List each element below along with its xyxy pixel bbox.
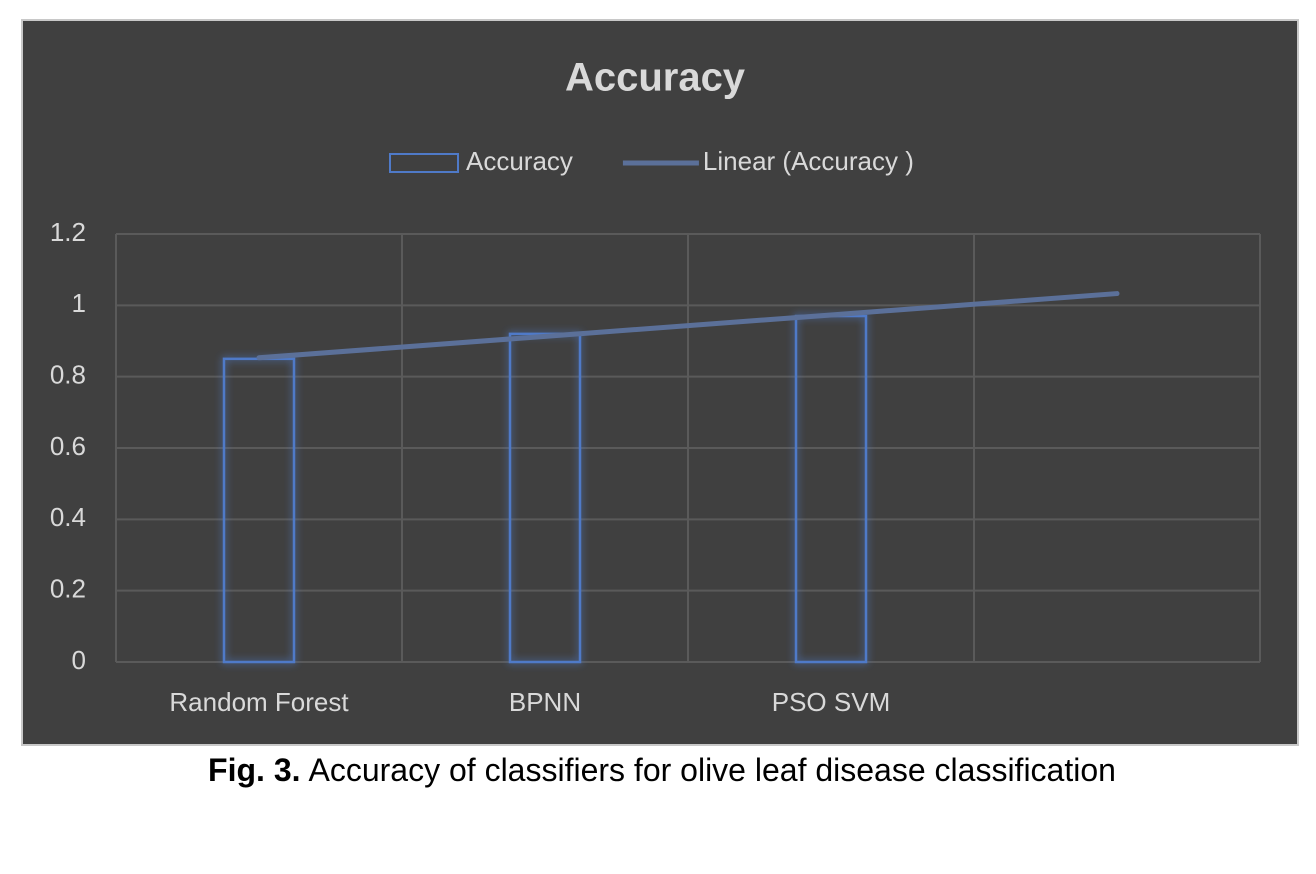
x-tick-label: Random Forest xyxy=(169,687,349,717)
plot-area: 0 0.2 0.4 0.6 0.8 1 1.2 Random Forest BPNN PSO SV… xyxy=(50,217,1261,717)
legend-label: Accuracy xyxy=(466,146,573,176)
y-tick-label: 0.8 xyxy=(50,360,86,390)
legend: Accuracy Linear (Accuracy ) xyxy=(389,146,914,176)
y-tick-label: 0.2 xyxy=(50,574,86,604)
y-tick-label: 1.2 xyxy=(50,217,86,247)
y-tick-label: 0.6 xyxy=(50,431,86,461)
y-tick-label: 1 xyxy=(72,288,86,318)
caption-label: Fig. 3. xyxy=(208,752,300,788)
chart-background xyxy=(21,19,1299,746)
legend-label: Linear (Accuracy ) xyxy=(703,146,914,176)
caption-text: Accuracy of classifiers for olive leaf d… xyxy=(309,752,1116,788)
trend-line xyxy=(256,291,1120,361)
caption: Fig. 3. Accuracy of classifiers for olive… xyxy=(208,752,1116,788)
x-tick-label: BPNN xyxy=(509,687,581,717)
y-tick-label: 0 xyxy=(72,645,86,675)
y-tick-label: 0.4 xyxy=(50,502,86,532)
x-tick-label: PSO SVM xyxy=(772,687,890,717)
legend-swatch xyxy=(389,153,459,173)
chart-title: Accuracy xyxy=(565,56,746,100)
